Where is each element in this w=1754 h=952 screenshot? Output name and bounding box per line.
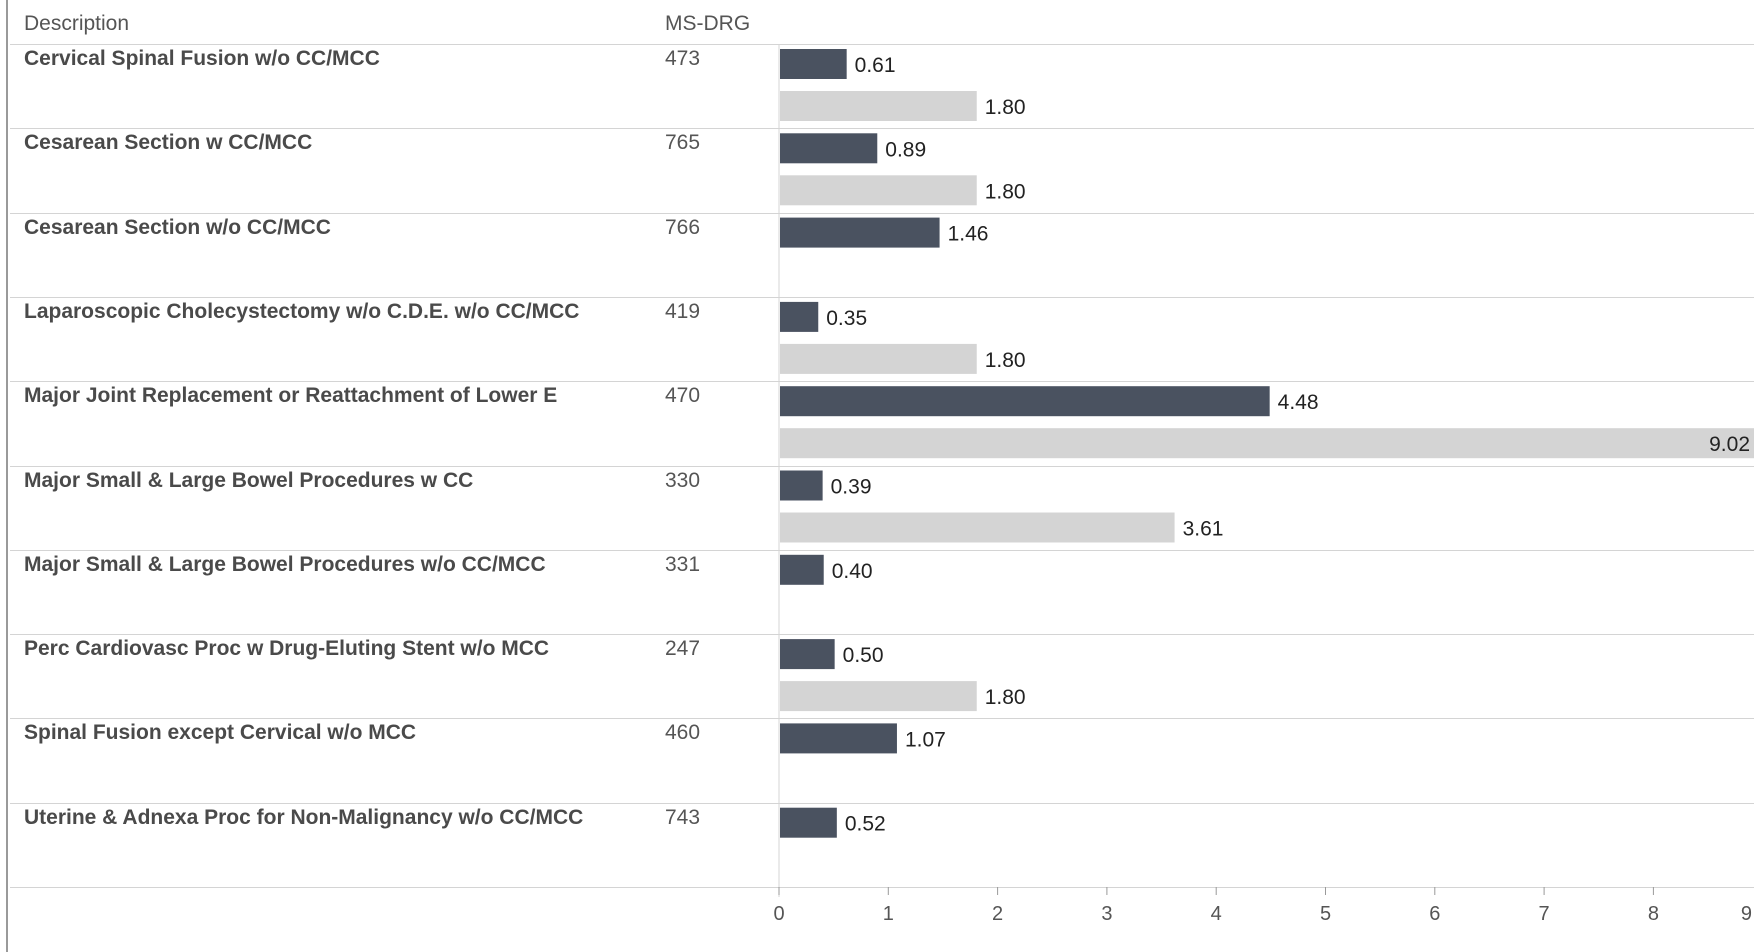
bar-primary (780, 386, 1270, 417)
row-separator (10, 212, 1754, 214)
row-msdrg: 473 (665, 47, 701, 70)
row-separator (10, 634, 1754, 636)
bar-primary-label: 0.35 (826, 307, 867, 330)
x-tick-label: 9 (1741, 903, 1752, 925)
row-separator (10, 44, 1754, 45)
row-msdrg: 743 (665, 805, 701, 829)
row-msdrg: 330 (665, 468, 701, 492)
row-description: Cervical Spinal Fusion w/o CC/MCC (24, 47, 380, 70)
bar-primary (780, 49, 847, 79)
row-description: Uterine & Adnexa Proc for Non-Malignancy… (24, 805, 584, 829)
x-tick-label: 0 (773, 903, 784, 925)
bar-primary-label: 1.07 (905, 728, 946, 751)
bar-primary-label: 4.48 (1278, 391, 1319, 414)
row-description: Major Small & Large Bowel Procedures w/o… (24, 552, 546, 576)
row-description: Major Joint Replacement or Reattachment … (24, 384, 558, 408)
row-description: Spinal Fusion except Cervical w/o MCC (24, 721, 417, 745)
bar-primary (780, 133, 878, 164)
bar-secondary (780, 681, 977, 712)
row-separator (10, 128, 1754, 130)
bar-secondary (780, 428, 1754, 459)
bar-secondary (780, 343, 977, 374)
row-separator (10, 887, 1754, 888)
bar-primary-label: 0.52 (845, 813, 886, 836)
bar-primary (780, 639, 835, 670)
bar-secondary (780, 512, 1175, 543)
bar-primary-label: 0.40 (832, 560, 873, 583)
row-description: Perc Cardiovasc Proc w Drug-Eluting Sten… (24, 637, 550, 661)
bar-primary (780, 807, 837, 838)
bar-primary-label: 0.39 (831, 476, 872, 499)
bar-primary-label: 0.89 (885, 138, 926, 161)
row-description: Cesarean Section w/o CC/MCC (24, 215, 331, 239)
bar-secondary (780, 175, 977, 206)
description-column-header: Description (24, 12, 130, 35)
bar-secondary-label: 1.80 (985, 180, 1026, 203)
row-msdrg: 766 (665, 215, 701, 239)
row-separator (10, 549, 1754, 551)
bar-secondary-label: 9.02 (1709, 433, 1750, 456)
bar-secondary-label: 3.61 (1183, 518, 1224, 541)
bar-primary (780, 217, 940, 248)
row-msdrg: 765 (665, 131, 701, 155)
bar-secondary-label: 1.80 (985, 349, 1026, 372)
msdrg-column-header: MS-DRG (665, 12, 751, 35)
bar-secondary-label: 1.80 (985, 96, 1026, 119)
bar-secondary (780, 91, 977, 121)
row-description: Major Small & Large Bowel Procedures w C… (24, 468, 474, 492)
row-description: Laparoscopic Cholecystectomy w/o C.D.E. … (24, 299, 580, 323)
row-msdrg: 247 (665, 637, 701, 661)
bar-primary (780, 301, 819, 332)
bar-primary-label: 0.50 (843, 644, 884, 667)
bar-primary (780, 470, 823, 501)
x-tick-label: 2 (992, 903, 1003, 925)
row-separator (10, 718, 1754, 720)
row-separator (10, 296, 1754, 298)
x-tick-label: 8 (1648, 903, 1659, 925)
row-msdrg: 419 (665, 299, 701, 323)
bar-primary-label: 1.46 (948, 223, 989, 246)
row-separator (10, 465, 1754, 467)
bar-primary-label: 0.61 (855, 54, 896, 77)
row-msdrg: 460 (665, 721, 701, 745)
x-tick-label: 4 (1211, 903, 1222, 925)
x-tick-label: 1 (883, 903, 894, 925)
row-separator (10, 381, 1754, 383)
bar-primary (780, 723, 897, 754)
chart-frame (6, 0, 1754, 952)
bar-secondary-label: 1.80 (985, 686, 1026, 709)
row-separator (10, 802, 1754, 804)
x-tick-label: 3 (1101, 903, 1112, 925)
row-description: Cesarean Section w CC/MCC (24, 131, 313, 155)
bar-primary (780, 554, 824, 585)
x-tick-label: 7 (1539, 903, 1550, 925)
row-msdrg: 470 (665, 384, 701, 408)
x-tick-label: 6 (1429, 903, 1440, 925)
row-msdrg: 331 (665, 552, 701, 576)
x-tick-label: 5 (1320, 903, 1331, 925)
